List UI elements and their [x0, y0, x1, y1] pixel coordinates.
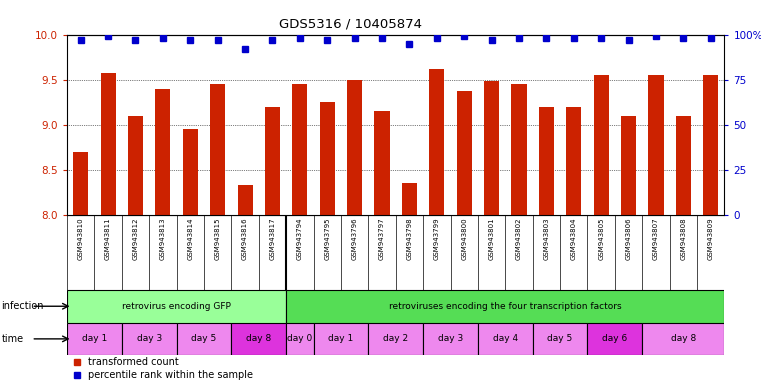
Bar [314, 323, 368, 355]
Bar [539, 107, 554, 215]
Text: GSM943802: GSM943802 [516, 217, 522, 260]
Bar [286, 323, 314, 355]
Text: GSM943794: GSM943794 [297, 217, 303, 260]
Bar [429, 69, 444, 215]
Text: GSM943800: GSM943800 [461, 217, 467, 260]
Text: GSM943804: GSM943804 [571, 217, 577, 260]
Bar [374, 111, 390, 215]
Text: GSM943806: GSM943806 [626, 217, 632, 260]
Text: GSM943799: GSM943799 [434, 217, 440, 260]
Bar [67, 290, 286, 323]
Text: GSM943798: GSM943798 [406, 217, 412, 260]
Text: infection: infection [2, 301, 44, 311]
Text: retrovirus encoding GFP: retrovirus encoding GFP [122, 302, 231, 311]
Bar [457, 91, 472, 215]
Text: day 1: day 1 [81, 334, 107, 343]
Bar [484, 81, 499, 215]
Bar [478, 323, 533, 355]
Text: GSM943815: GSM943815 [215, 217, 221, 260]
Bar [347, 80, 362, 215]
Bar [73, 152, 88, 215]
Text: day 3: day 3 [136, 334, 162, 343]
Text: GDS5316 / 10405874: GDS5316 / 10405874 [279, 18, 422, 31]
Text: day 0: day 0 [287, 334, 313, 343]
Bar [594, 75, 609, 215]
Text: GSM943816: GSM943816 [242, 217, 248, 260]
Bar [292, 84, 307, 215]
Bar [423, 323, 478, 355]
Text: day 5: day 5 [547, 334, 573, 343]
Bar [511, 84, 527, 215]
Text: day 2: day 2 [383, 334, 409, 343]
Bar [648, 75, 664, 215]
Bar [67, 323, 122, 355]
Bar [621, 116, 636, 215]
Bar [100, 73, 116, 215]
Bar [237, 185, 253, 215]
Text: GSM943795: GSM943795 [324, 217, 330, 260]
Text: day 8: day 8 [670, 334, 696, 343]
Text: GSM943812: GSM943812 [132, 217, 139, 260]
Text: GSM943811: GSM943811 [105, 217, 111, 260]
Bar [402, 184, 417, 215]
Text: GSM943803: GSM943803 [543, 217, 549, 260]
Bar [703, 75, 718, 215]
Bar [642, 323, 724, 355]
Text: percentile rank within the sample: percentile rank within the sample [88, 370, 253, 380]
Text: GSM943805: GSM943805 [598, 217, 604, 260]
Text: day 3: day 3 [438, 334, 463, 343]
Text: GSM943810: GSM943810 [78, 217, 84, 260]
Text: GSM943797: GSM943797 [379, 217, 385, 260]
Bar [210, 84, 225, 215]
Text: day 1: day 1 [328, 334, 354, 343]
Bar [128, 116, 143, 215]
Text: GSM943813: GSM943813 [160, 217, 166, 260]
Text: retroviruses encoding the four transcription factors: retroviruses encoding the four transcrip… [389, 302, 622, 311]
Text: day 8: day 8 [246, 334, 272, 343]
Bar [122, 323, 177, 355]
Text: GSM943796: GSM943796 [352, 217, 358, 260]
Bar [286, 290, 724, 323]
Bar [265, 107, 280, 215]
Text: day 4: day 4 [492, 334, 518, 343]
Bar [368, 323, 423, 355]
Bar [177, 323, 231, 355]
Text: GSM943809: GSM943809 [708, 217, 714, 260]
Text: GSM943807: GSM943807 [653, 217, 659, 260]
Bar [183, 129, 198, 215]
Bar [155, 89, 170, 215]
Bar [320, 102, 335, 215]
Bar [566, 107, 581, 215]
Text: day 6: day 6 [602, 334, 628, 343]
Text: GSM943808: GSM943808 [680, 217, 686, 260]
Text: GSM943817: GSM943817 [269, 217, 275, 260]
Text: GSM943801: GSM943801 [489, 217, 495, 260]
Text: time: time [2, 334, 24, 344]
Bar [676, 116, 691, 215]
Bar [587, 323, 642, 355]
Text: transformed count: transformed count [88, 357, 179, 367]
Bar [231, 323, 286, 355]
Bar [533, 323, 587, 355]
Text: GSM943814: GSM943814 [187, 217, 193, 260]
Text: day 5: day 5 [191, 334, 217, 343]
